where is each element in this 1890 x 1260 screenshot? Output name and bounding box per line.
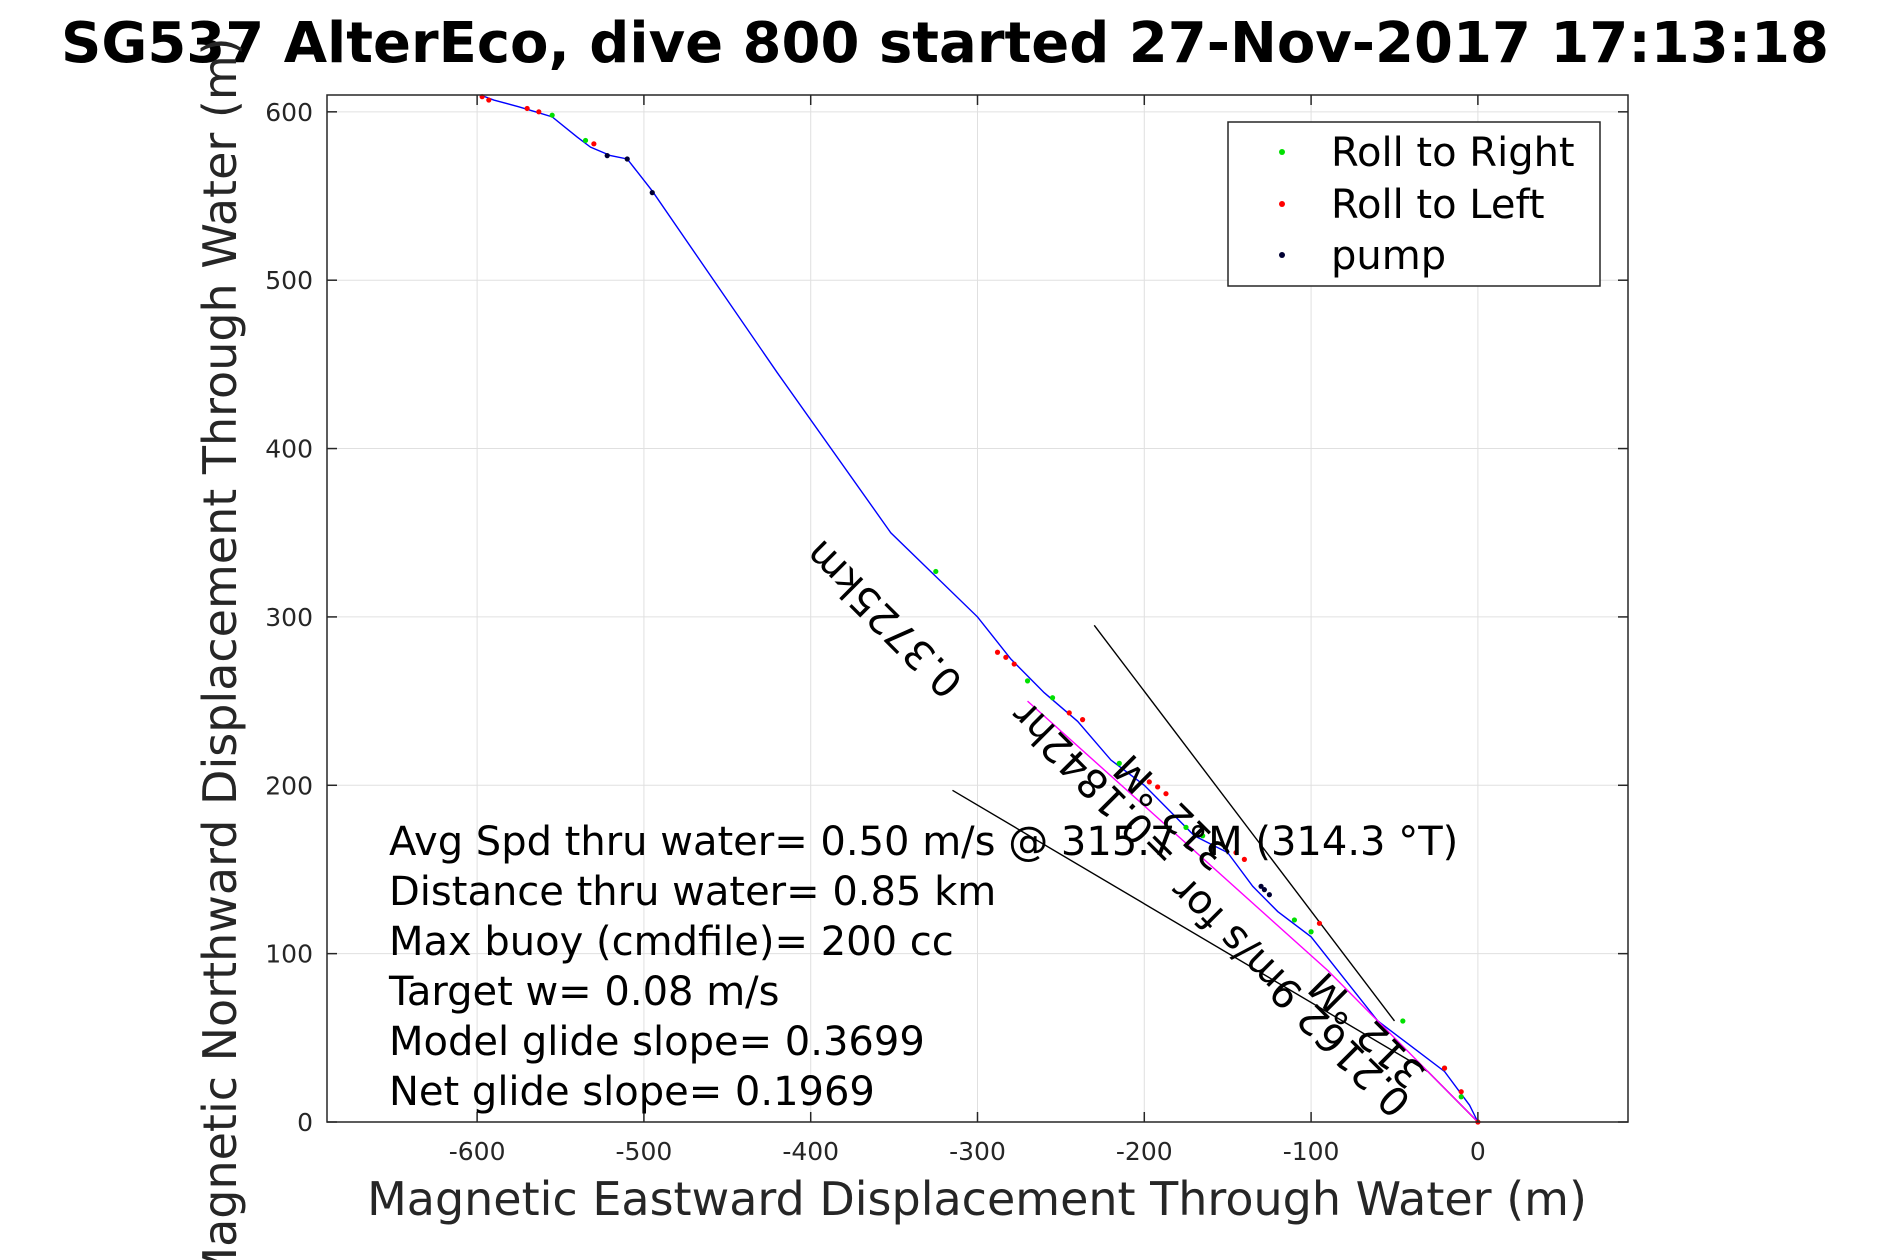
x-axis-label: Magnetic Eastward Displacement Through W… <box>367 1172 1587 1226</box>
roll-to-right-point <box>933 568 939 575</box>
roll-to-left-point <box>1163 791 1169 797</box>
roll-to-left-point <box>591 141 597 147</box>
pump-point <box>1266 892 1272 898</box>
roll-to-left-point <box>1003 654 1009 660</box>
legend-label-roll-right: Roll to Right <box>1331 130 1575 176</box>
roll-to-left-point <box>1146 779 1152 785</box>
roll-to-left-point <box>1066 710 1072 716</box>
legend-marker-roll-left <box>1279 201 1285 207</box>
pump-point <box>1261 887 1267 893</box>
tick-layer: -600 -500 -400 -300 -200 -100 0 0 100 200 300 400 50… <box>265 95 1628 1166</box>
roll-to-right-point <box>582 137 589 144</box>
y-tick-label: 600 <box>265 98 313 127</box>
pump-point <box>624 156 630 162</box>
chart-title: SG537 AlterEco, dive 800 started 27-Nov-… <box>61 11 1829 76</box>
roll-to-left-point <box>486 97 492 103</box>
y-tick-label: 200 <box>265 771 313 800</box>
series-layer <box>479 94 1481 1125</box>
legend-marker-pump <box>1279 252 1285 258</box>
x-tick-label: -300 <box>949 1137 1006 1166</box>
roll-to-right-point <box>1400 1018 1406 1024</box>
roll-to-left-point <box>1079 717 1086 723</box>
plot-frame <box>326 94 1629 1123</box>
roll-to-left-point <box>1458 1089 1464 1095</box>
annotation-model-glide: Model glide slope= 0.3699 <box>389 1019 925 1065</box>
annotation-target-w: Target w= 0.08 m/s <box>388 969 779 1015</box>
pump-point <box>1258 883 1264 889</box>
x-tick-label: -400 <box>782 1137 839 1166</box>
roll-to-left-point <box>1233 850 1239 856</box>
legend: Roll to Right Roll to Left pump <box>1227 121 1601 287</box>
pump-point <box>649 190 655 196</box>
y-tick-label: 300 <box>265 603 313 632</box>
roll-to-left-point <box>524 105 530 112</box>
annotation-max-buoy: Max buoy (cmdfile)= 200 cc <box>389 919 954 965</box>
current-line <box>1027 700 1479 1123</box>
roll-to-right-point <box>1024 678 1031 684</box>
roll-to-right-point <box>1116 760 1122 766</box>
roll-to-left-point <box>1011 661 1017 667</box>
legend-label-pump: pump <box>1331 233 1446 279</box>
pump-point <box>604 153 610 159</box>
roll-to-left-point <box>1241 856 1247 862</box>
y-tick-label: 100 <box>265 940 313 969</box>
roll-to-left-point <box>536 109 542 115</box>
roll-to-right-point <box>1200 833 1206 839</box>
roll-to-left-point <box>1316 920 1323 926</box>
x-tick-label: -600 <box>449 1137 506 1166</box>
x-tick-label: 0 <box>1470 1137 1486 1166</box>
y-axis-label: Magnetic Northward Displacement Through … <box>193 37 247 1260</box>
roll-to-right-point <box>549 112 555 118</box>
annotation-distance: Distance thru water= 0.85 km <box>389 869 996 915</box>
track-line <box>480 94 1479 1123</box>
legend-marker-roll-right <box>1279 149 1285 155</box>
annotation-avg-speed: Avg Spd thru water= 0.50 m/s @ 315.7 °M … <box>389 819 1458 865</box>
y-tick-label: 0 <box>297 1108 313 1137</box>
x-tick-label: -100 <box>1283 1137 1340 1166</box>
annotation-net-glide: Net glide slope= 0.1969 <box>389 1069 875 1115</box>
roll-to-right-point <box>1308 929 1314 935</box>
x-tick-label: -500 <box>616 1137 673 1166</box>
roll-to-right-point <box>1458 1094 1464 1100</box>
roll-to-right-point <box>1049 695 1056 701</box>
legend-label-roll-left: Roll to Left <box>1331 182 1545 228</box>
roll-to-right-point <box>1183 824 1189 830</box>
legend-box <box>1227 121 1601 287</box>
roll-to-left-point <box>994 649 1001 655</box>
roll-to-left-point <box>1441 1065 1448 1071</box>
roll-to-right-point <box>1291 917 1298 923</box>
roll-to-left-point <box>1155 784 1161 790</box>
reference-line <box>952 789 1429 1073</box>
y-tick-label: 500 <box>265 266 313 295</box>
x-tick-label: -200 <box>1116 1137 1173 1166</box>
reference-line <box>1093 624 1396 1022</box>
y-tick-label: 400 <box>265 435 313 464</box>
